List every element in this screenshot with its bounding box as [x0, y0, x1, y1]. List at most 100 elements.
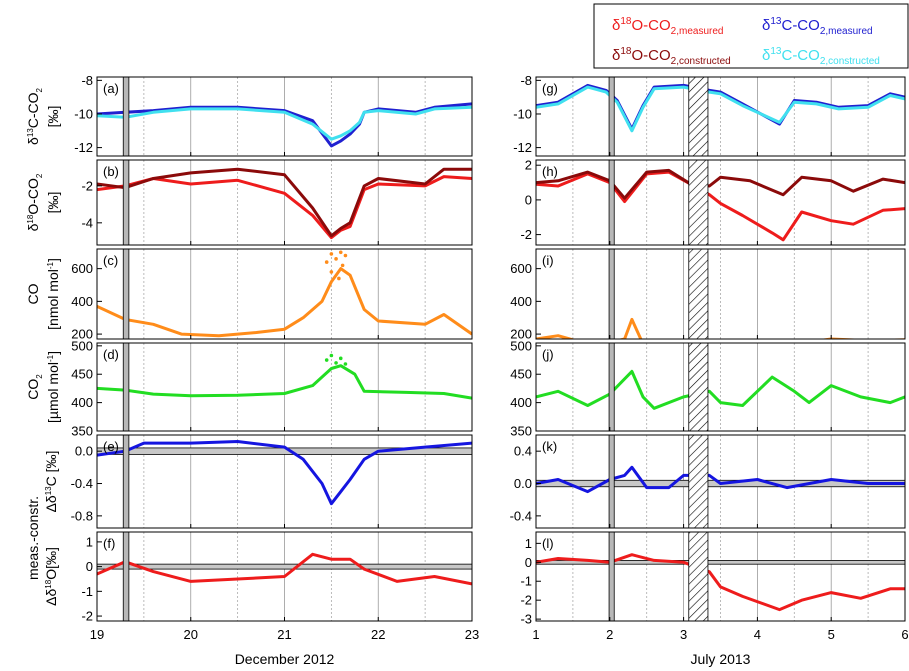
data-point-co2: [329, 353, 334, 358]
y-tick-label: 500: [71, 338, 93, 353]
y-tick-label: -0.4: [510, 508, 532, 523]
y-tick-label: 450: [71, 367, 93, 382]
y-tick-label: -2: [520, 593, 532, 608]
series-line-diff_c: [536, 465, 905, 494]
y-axis-label: δ13C-CO2: [25, 87, 44, 144]
series-group: [536, 553, 905, 612]
x-tick-label: 6: [901, 627, 908, 642]
y-tick-label: -10: [513, 106, 532, 121]
y-tick-label: 0.0: [75, 444, 93, 459]
y-axis-label: CO: [25, 283, 41, 304]
y-axis-unit: [µmol mol-1]: [45, 351, 61, 423]
series-line-d13c_measured: [97, 102, 472, 148]
y-tick-label: 2: [525, 158, 532, 173]
series-line-co2: [97, 364, 472, 400]
x-tick-label: 1: [532, 627, 539, 642]
x-tick-label: 3: [680, 627, 687, 642]
series-group: [97, 353, 472, 400]
legend-entry: δ13C-CO2,measured: [762, 16, 873, 37]
x-tick-label: 4: [754, 627, 761, 642]
legend-entry: δ13C-CO2,constructed: [762, 46, 880, 67]
legend-entry: δ18O-CO2,constructed: [612, 46, 731, 67]
gray-bar: [122, 248, 130, 340]
panel-letter: (c): [103, 253, 118, 268]
series-line-d18o_constructed: [97, 167, 472, 238]
y-tick-label: -8: [520, 73, 532, 88]
panel-i: 200 400 600 (i): [510, 248, 906, 342]
panel-k: -0.4 0.0 0.4 (k): [510, 434, 906, 529]
y-tick-label: -2: [520, 227, 532, 242]
y-axis-label: Δδ18O[‰]: [43, 547, 59, 606]
panel-j: 350 400 450 500 (j): [510, 338, 906, 439]
y-tick-label: 600: [510, 261, 532, 276]
data-point-co: [338, 250, 343, 255]
series-group: [97, 552, 472, 586]
meas-constr-label: meas.-constr.: [25, 496, 41, 580]
y-tick-label: 400: [510, 395, 532, 410]
x-tick-label: 19: [90, 627, 104, 642]
data-point-co: [337, 276, 341, 281]
y-tick-label: -12: [513, 140, 532, 155]
series-line-co: [536, 317, 905, 339]
series-line-d13c_constructed: [97, 105, 472, 141]
y-tick-label: -3: [520, 612, 532, 627]
gray-bar: [122, 159, 130, 246]
series-line-diff_o: [97, 552, 472, 586]
x-axis-title: December 2012: [235, 651, 335, 667]
panel-letter: (b): [103, 164, 119, 179]
data-point-co2: [324, 358, 329, 362]
data-point-co2: [343, 362, 348, 366]
hatch-bar: [688, 531, 709, 622]
y-tick-label: 0.4: [514, 444, 532, 459]
series-line-d13c_constructed: [536, 85, 905, 133]
panel-f: -2 -1 0 1 19 20 21 22 23 (f): [81, 531, 479, 642]
gray-bar: [608, 342, 615, 432]
x-axis-title: July 2013: [691, 651, 751, 667]
gray-bar: [608, 434, 615, 529]
data-point-co: [334, 257, 338, 261]
y-tick-label: 200: [71, 327, 93, 342]
y-axis-label: Δδ13C [‰]: [43, 451, 59, 513]
panel-b: -4 -2 (b): [81, 159, 473, 246]
x-tick-label: 5: [828, 627, 835, 642]
y-axis-unit: [nmol mol-1]: [45, 258, 61, 330]
panel-frame: [535, 76, 906, 157]
y-tick-label: 0: [525, 555, 532, 570]
panel-letter: (f): [103, 536, 115, 551]
y-tick-label: 350: [71, 424, 93, 439]
gray-bar: [608, 248, 615, 340]
panel-l: -3 -2 -1 0 1 1 2 3 4 5 6 (l): [520, 531, 909, 642]
zero-band: [96, 563, 473, 570]
series-line-diff_o: [536, 553, 905, 612]
panel-frame: [535, 159, 906, 246]
x-tick-label: 22: [371, 627, 385, 642]
panel-letter: (a): [103, 81, 119, 96]
data-point-co2: [334, 361, 338, 365]
y-axis-label: CO2: [25, 374, 44, 400]
series-line-d18o_constructed: [536, 168, 905, 200]
y-tick-label: -0.4: [71, 476, 93, 491]
x-tick-label: 23: [465, 627, 479, 642]
y-tick-label: -1: [520, 574, 532, 589]
series-line-d18o_measured: [536, 170, 905, 242]
y-tick-label: -2: [81, 609, 93, 624]
y-tick-label: 0: [525, 192, 532, 207]
series-group: [536, 317, 905, 339]
panel-letter: (d): [103, 347, 119, 362]
series-line-co2: [536, 369, 905, 410]
y-tick-label: -4: [81, 215, 93, 230]
gray-bar: [122, 531, 130, 622]
series-line-diff_c: [97, 440, 472, 506]
y-axis-unit: [‰]: [45, 106, 61, 128]
panel-letter: (i): [542, 253, 554, 268]
gray-bar: [608, 531, 615, 622]
series-line-d13c_measured: [536, 83, 905, 131]
y-tick-label: -12: [74, 140, 93, 155]
y-tick-label: -8: [81, 73, 93, 88]
panel-a: -12 -10 -8 (a): [74, 73, 473, 157]
gray-bar: [608, 76, 615, 157]
y-tick-label: -1: [81, 584, 93, 599]
data-point-co: [329, 270, 334, 274]
x-tick-label: 21: [277, 627, 291, 642]
